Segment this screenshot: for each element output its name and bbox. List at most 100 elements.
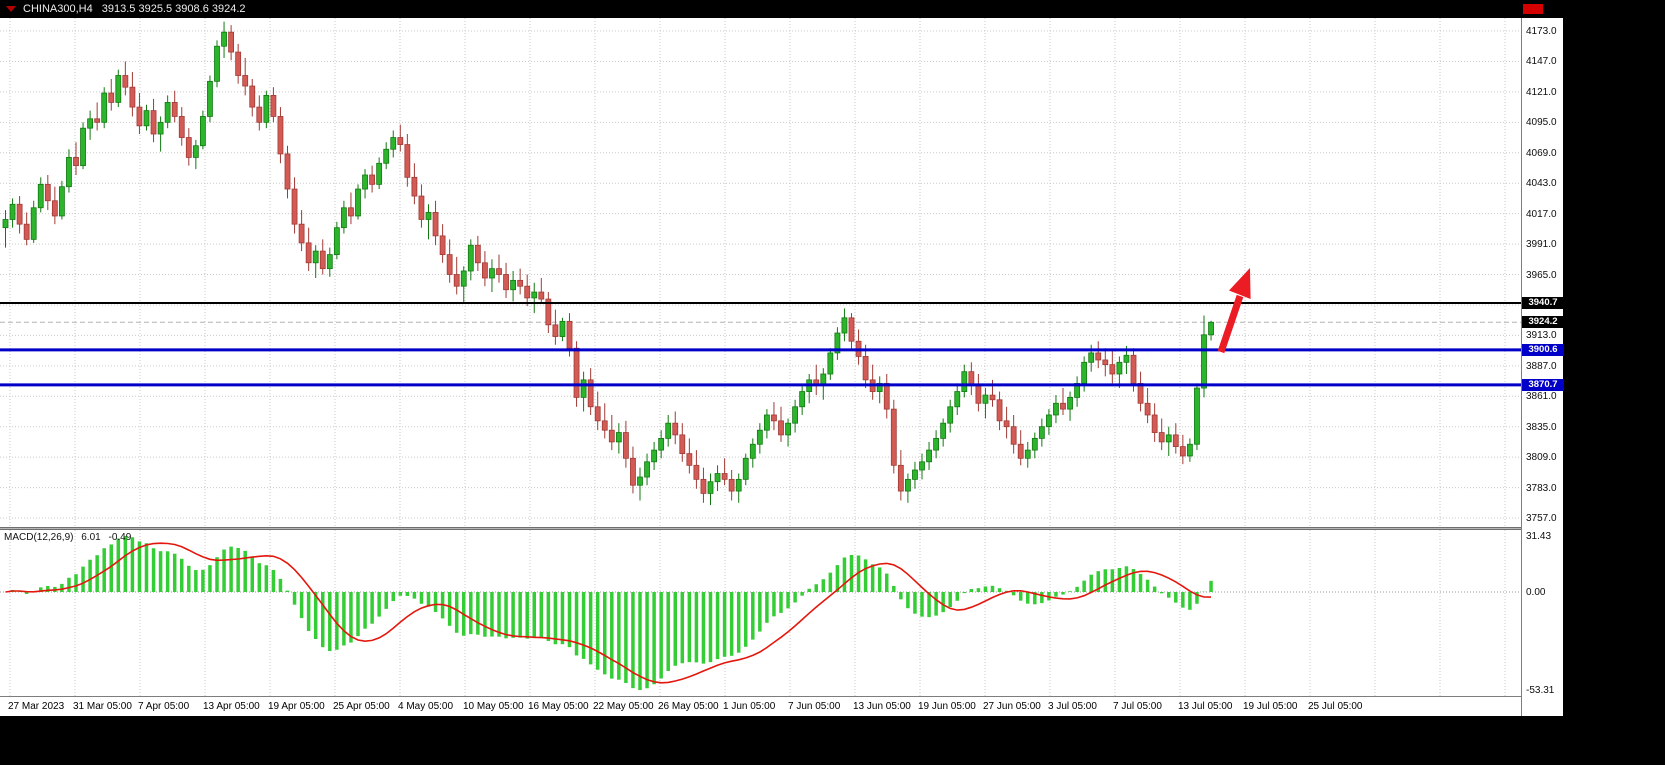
candle-body — [312, 250, 319, 264]
candle-body — [1046, 414, 1052, 428]
candle-body — [383, 148, 390, 164]
candle-body — [651, 449, 657, 463]
candle-body — [362, 174, 368, 190]
price-tick-label: 4043.0 — [1526, 178, 1557, 190]
candle-body — [221, 31, 227, 47]
candle-body — [474, 244, 481, 264]
candle-body — [150, 110, 157, 135]
candle-body — [30, 207, 37, 240]
candle-body — [848, 317, 855, 342]
candle-body — [129, 86, 136, 108]
candle-body — [707, 481, 714, 494]
candle-body — [1010, 426, 1017, 445]
price-tick-label: 4017.0 — [1526, 208, 1557, 220]
candle-body — [876, 382, 883, 392]
candle-body — [1074, 382, 1080, 398]
price-tick-label: 4173.0 — [1526, 26, 1557, 37]
panel-separator[interactable] — [0, 527, 1563, 530]
candle-body — [693, 464, 700, 480]
candle-body — [1158, 432, 1165, 443]
candles-layer[interactable] — [2, 21, 1214, 506]
candle-body — [566, 320, 573, 349]
time-axis-label: 10 May 05:00 — [463, 701, 524, 712]
candle-body — [1201, 334, 1207, 389]
time-axis-label: 4 May 05:00 — [398, 701, 454, 712]
time-axis-label: 16 May 05:00 — [528, 701, 589, 712]
candle-body — [1194, 387, 1200, 445]
candle-body — [298, 223, 305, 244]
symbol-dropdown-icon[interactable] — [6, 6, 16, 12]
candle-body — [171, 102, 178, 117]
trend-arrow[interactable] — [1217, 268, 1251, 354]
candle-body — [637, 476, 643, 486]
candle-body — [199, 116, 206, 147]
macd-panel-canvas[interactable] — [0, 530, 1521, 696]
candle-body — [749, 443, 756, 459]
candle-body — [658, 437, 665, 451]
price-level-badge: 3870.7 — [1522, 378, 1564, 391]
candle-body — [989, 394, 996, 401]
macd-signal-value: -0.49 — [108, 532, 132, 543]
candle-body — [439, 235, 446, 255]
candle-body — [9, 203, 16, 220]
current-price-badge: 3924.2 — [1522, 316, 1564, 329]
candle-body — [510, 279, 517, 291]
candle-body — [418, 195, 425, 220]
time-axis-label: 25 Jul 05:00 — [1308, 701, 1363, 712]
candle-body — [453, 274, 460, 287]
candle-body — [1130, 354, 1137, 384]
candle-body — [1137, 382, 1144, 404]
candle-body — [1165, 434, 1172, 443]
candle-body — [157, 121, 164, 135]
candle-body — [919, 461, 925, 471]
time-axis-label: 3 Jul 05:00 — [1048, 701, 1097, 712]
time-axis-label: 13 Apr 05:00 — [203, 701, 260, 712]
candle-body — [580, 379, 587, 398]
candle-body — [771, 414, 777, 422]
candle-body — [644, 461, 650, 478]
candle-body — [496, 268, 502, 275]
macd-vertical-grid-lines — [9, 530, 1506, 696]
price-tick-label: 3965.0 — [1526, 269, 1557, 281]
candle-body — [982, 394, 989, 404]
candle-body — [933, 437, 939, 451]
candle-body — [623, 432, 629, 459]
price-tick-label: 3783.0 — [1526, 482, 1557, 494]
candle-body — [432, 212, 439, 237]
price-chart-canvas[interactable] — [0, 18, 1521, 527]
candle-body — [686, 453, 693, 466]
candle-body — [545, 298, 552, 326]
time-axis-label: 19 Jun 05:00 — [918, 701, 976, 712]
candle-body — [1067, 397, 1073, 410]
candle-body — [926, 449, 932, 463]
ohlc-values-label: 3913.5 3925.5 3908.6 3924.2 — [101, 3, 246, 15]
candle-body — [16, 203, 23, 225]
candle-body — [601, 420, 608, 431]
candle-body — [376, 162, 383, 185]
time-axis-label: 19 Jul 05:00 — [1243, 701, 1298, 712]
candle-body — [143, 110, 150, 127]
candle-body — [1144, 402, 1151, 416]
candle-body — [256, 106, 263, 123]
candle-body — [136, 106, 143, 127]
time-axis-label: 7 Jul 05:00 — [1113, 701, 1162, 712]
candle-body — [277, 116, 284, 155]
candle-body — [573, 347, 580, 398]
candle-body — [115, 75, 122, 103]
time-axis-label: 7 Apr 05:00 — [138, 701, 190, 712]
macd-scale-label: -53.31 — [1526, 685, 1555, 696]
candle-body — [1187, 443, 1193, 457]
candle-body — [319, 250, 326, 270]
candle-body — [185, 137, 192, 158]
price-tick-label: 4095.0 — [1526, 117, 1557, 129]
candle-body — [728, 478, 735, 492]
candle-body — [742, 457, 749, 480]
stop-square-icon[interactable] — [1523, 4, 1543, 14]
macd-name: MACD(12,26,9) — [4, 532, 74, 543]
time-axis-label: 25 Apr 05:00 — [333, 701, 390, 712]
candle-body — [326, 254, 333, 270]
price-tick-label: 3991.0 — [1526, 239, 1557, 251]
candle-body — [890, 408, 897, 466]
price-tick-label: 3861.0 — [1526, 391, 1557, 403]
